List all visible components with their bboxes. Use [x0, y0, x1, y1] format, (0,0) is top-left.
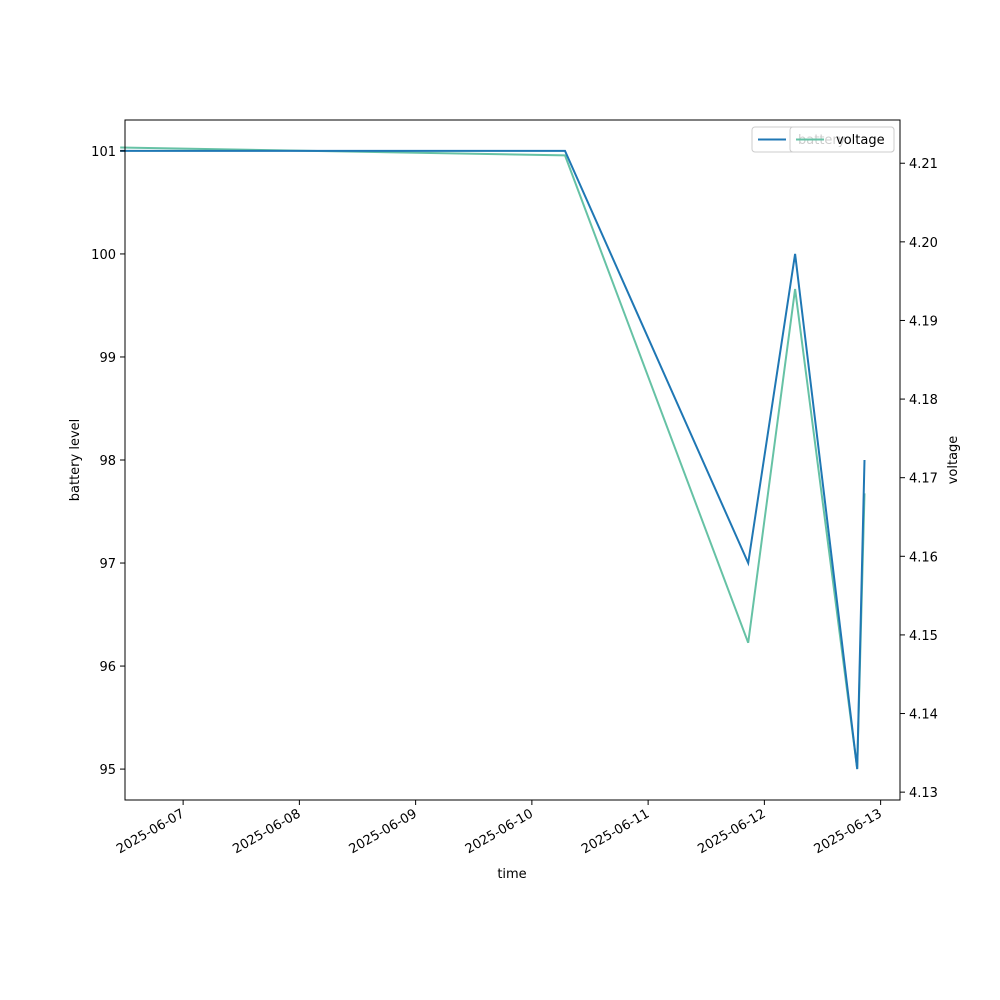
- y-tick-label: 101: [91, 145, 116, 160]
- x-tick-label: 2025-06-11: [579, 806, 652, 857]
- y-tick-label: 97: [99, 557, 116, 572]
- plot-layer: [120, 146, 866, 770]
- x-tick-label: 2025-06-13: [812, 806, 885, 857]
- y2-tick-label: 4.14: [909, 708, 938, 723]
- plot-frame: [124, 119, 901, 801]
- y2-tick-label: 4.18: [909, 393, 938, 408]
- legend-label-voltage: voltage: [836, 133, 885, 148]
- y-tick-label: 95: [99, 763, 116, 778]
- y2-tick-label: 4.13: [909, 786, 938, 801]
- legend-layer: batteryvoltage: [751, 126, 895, 153]
- y-tick-label: 99: [99, 351, 116, 366]
- y2-axis-label: voltage: [946, 436, 961, 485]
- legend-box: [789, 126, 895, 153]
- x-tick-label: 2025-06-07: [114, 806, 187, 857]
- y-tick-label: 98: [99, 454, 116, 469]
- y-axis-label: battery level: [68, 419, 83, 502]
- x-tick-label: 2025-06-10: [463, 806, 536, 857]
- y2-tick-label: 4.17: [909, 472, 938, 487]
- series-line-battery: [120, 149, 866, 770]
- y2-tick-label: 4.19: [909, 314, 938, 329]
- series-line-voltage: [120, 146, 866, 769]
- y2-tick-label: 4.20: [909, 236, 938, 251]
- x-tick-label: 2025-06-09: [347, 806, 420, 857]
- axes-layer: 2025-06-07 2025-06-08 2025-06-09 2025-06-10…: [91, 119, 938, 857]
- x-tick-label: 2025-06-08: [230, 806, 303, 857]
- x-axis-label: time: [497, 867, 526, 882]
- y2-tick-label: 4.21: [909, 157, 938, 172]
- y-tick-label: 96: [99, 660, 116, 675]
- y2-tick-label: 4.15: [909, 629, 938, 644]
- x-tick-label: 2025-06-12: [695, 806, 768, 857]
- y-tick-label: 100: [91, 248, 116, 263]
- y2-tick-label: 4.16: [909, 550, 938, 565]
